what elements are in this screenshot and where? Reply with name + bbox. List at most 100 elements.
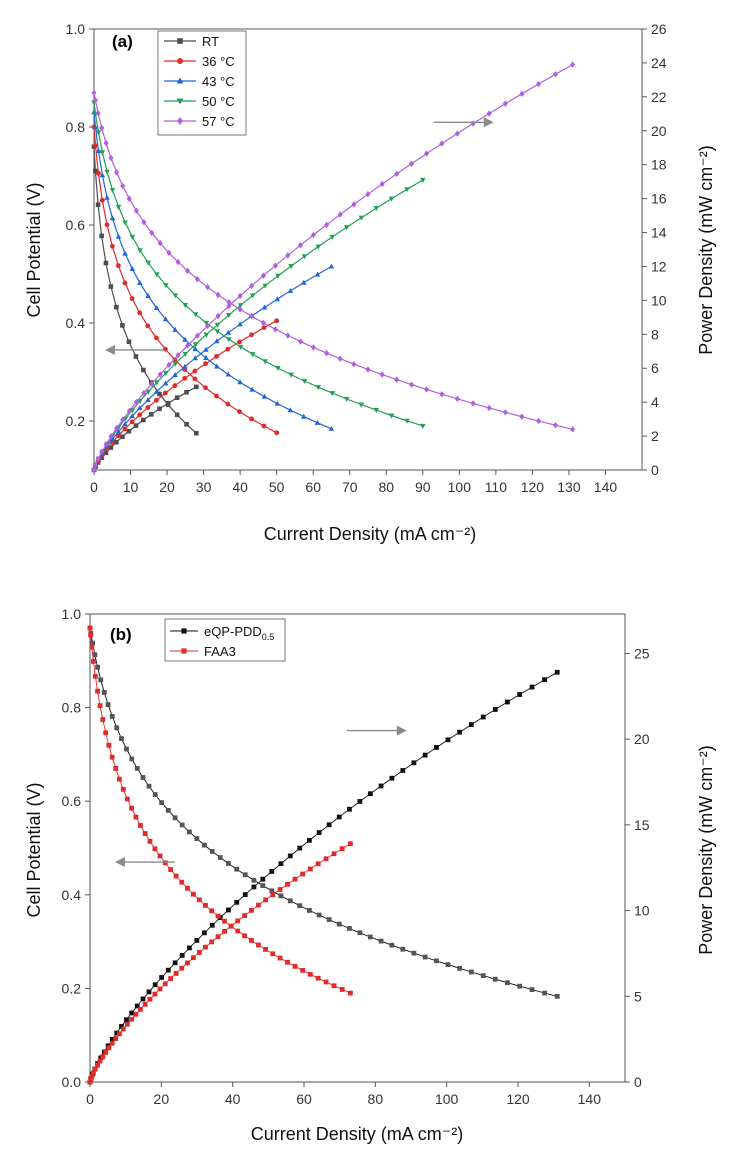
a-polarization-point-36-c — [274, 430, 280, 436]
a-polarization-point-50-c — [145, 260, 151, 266]
a-x-tick-label-1: 10 — [123, 479, 139, 495]
a-power-point-57-c — [394, 170, 400, 178]
panel-a-legend-marker-4 — [176, 117, 184, 125]
a-power-point-57-c — [175, 352, 181, 359]
b-polarization-point-faa3 — [307, 971, 313, 977]
b-right-axis-arrow — [346, 725, 407, 736]
a-polarization-point-43-c — [225, 371, 232, 377]
b-power-point-faa3 — [168, 976, 174, 981]
a-polarization-line-rt — [93, 146, 197, 434]
b-power-point-eqp-pdd-0-5 — [468, 722, 474, 727]
b-series-faa3 — [87, 625, 353, 1085]
b-polarization-point-eqp-pdd-0-5 — [468, 969, 474, 975]
a-polarization-point-36-c — [203, 385, 208, 391]
b-polarization-point-faa3 — [91, 658, 96, 664]
a-power-point-57-c — [149, 380, 155, 388]
panel-b-legend-box — [164, 618, 286, 662]
b-polarization-point-eqp-pdd-0-5 — [95, 664, 101, 670]
a-polarization-point-36-c — [249, 416, 254, 422]
b-power-point-eqp-pdd-0-5 — [336, 814, 342, 820]
a-power-point-57-c — [133, 398, 139, 406]
panel-a: 0 10 20 30 40 50 60 70 80 90 100 110 120 130 140 0.20.… — [24, 21, 716, 544]
a-polarization-point-43-c — [99, 172, 106, 178]
b-left-y-tick-label-0: 0.0 — [62, 1074, 82, 1090]
b-power-point-faa3 — [173, 970, 179, 976]
panel-a-legend-marker-1 — [177, 58, 183, 64]
a-left-y-tick-label-3: 0.8 — [66, 119, 86, 135]
a-power-line-43-c — [93, 265, 332, 471]
b-polarization-point-faa3 — [88, 632, 94, 638]
a-polarization-point-57-c — [310, 344, 316, 351]
b-polarization-point-faa3 — [87, 625, 93, 631]
a-polarization-point-rt — [126, 339, 132, 345]
b-power-point-eqp-pdd-0-5 — [159, 975, 165, 980]
b-power-point-faa3 — [222, 928, 227, 934]
a-right-y-tick-label-4: 8 — [651, 326, 659, 342]
b-power-point-faa3 — [179, 965, 185, 971]
a-x-tick-label-4: 40 — [232, 479, 248, 495]
panel-a-arrows — [104, 117, 494, 355]
a-polarization-point-50-c — [373, 408, 380, 414]
a-polarization-point-57-c — [502, 409, 508, 416]
a-power-point-57-c — [95, 455, 101, 463]
a-polarization-point-50-c — [122, 220, 128, 226]
a-polarization-point-36-c — [214, 393, 219, 399]
b-power-point-faa3 — [103, 1049, 109, 1055]
b-polarization-point-faa3 — [157, 853, 163, 859]
a-power-point-rt — [184, 389, 189, 395]
b-x-tick-label-3: 60 — [296, 1091, 312, 1107]
a-polarization-point-50-c — [95, 130, 102, 136]
a-right-y-tick-label-9: 18 — [651, 157, 667, 173]
a-left-y-tick-label-0: 0.2 — [66, 413, 86, 429]
a-power-point-43-c — [237, 321, 243, 327]
a-polarization-point-50-c — [226, 337, 232, 343]
a-power-point-36-c — [192, 368, 198, 374]
b-polarization-point-eqp-pdd-0-5 — [209, 849, 215, 854]
b-power-point-faa3 — [347, 841, 353, 847]
a-right-y-tick-label-2: 4 — [651, 394, 659, 410]
b-power-point-faa3 — [209, 939, 215, 945]
a-left-y-tick-label-2: 0.6 — [66, 217, 86, 233]
a-polarization-point-57-c — [149, 229, 155, 237]
b-x-tick-label-0: 0 — [86, 1091, 94, 1107]
b-polarization-point-faa3 — [97, 703, 103, 709]
a-power-point-50-c — [237, 303, 244, 309]
a-power-point-50-c — [388, 196, 395, 202]
b-power-point-eqp-pdd-0-5 — [146, 989, 152, 995]
a-polarization-point-50-c — [329, 391, 336, 397]
a-polarization-point-57-c — [103, 139, 109, 147]
b-left-y-tick-label-5: 1.0 — [62, 606, 82, 622]
b-polarization-point-eqp-pdd-0-5 — [92, 652, 98, 658]
a-power-point-57-c — [91, 466, 97, 474]
b-power-point-eqp-pdd-0-5 — [179, 952, 185, 958]
b-polarization-point-eqp-pdd-0-5 — [306, 908, 312, 913]
b-power-point-eqp-pdd-0-5 — [554, 669, 560, 675]
b-polarization-point-eqp-pdd-0-5 — [114, 725, 120, 731]
b-polarization-point-faa3 — [113, 766, 119, 771]
a-polarization-point-57-c — [99, 124, 105, 132]
b-power-point-faa3 — [157, 986, 163, 992]
a-power-point-57-c — [519, 90, 525, 98]
a-power-point-rt — [108, 445, 114, 450]
a-power-point-50-c — [373, 206, 380, 212]
a-polarization-point-57-c — [91, 89, 97, 96]
a-polarization-point-57-c — [272, 326, 278, 333]
a-power-point-36-c — [122, 426, 128, 432]
b-power-point-eqp-pdd-0-5 — [124, 1017, 129, 1023]
b-x-tick-label-5: 100 — [435, 1091, 459, 1107]
b-power-point-faa3 — [91, 1070, 96, 1076]
a-power-point-rt — [157, 406, 162, 412]
b-power-point-eqp-pdd-0-5 — [529, 684, 535, 690]
a-power-point-57-c — [92, 461, 98, 469]
b-polarization-point-eqp-pdd-0-5 — [234, 866, 240, 872]
a-x-tick-label-10: 100 — [448, 479, 472, 495]
b-x-tick-label-1: 20 — [154, 1091, 170, 1107]
a-polarization-point-50-c — [109, 187, 116, 194]
a-polarization-point-57-c — [535, 417, 542, 425]
a-polarization-point-57-c — [424, 386, 430, 393]
b-power-point-faa3 — [203, 944, 208, 950]
a-polarization-point-57-c — [337, 355, 343, 362]
a-right-y-tick-label-11: 22 — [651, 89, 667, 105]
b-power-point-eqp-pdd-0-5 — [457, 729, 462, 735]
